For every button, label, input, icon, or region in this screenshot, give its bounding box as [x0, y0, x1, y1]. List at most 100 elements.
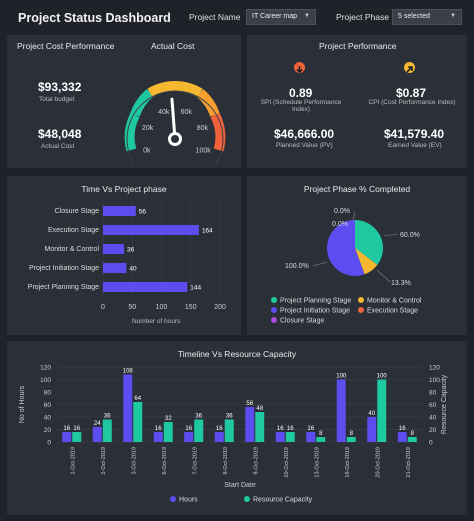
y-tick-label-right: 40: [429, 415, 437, 422]
x-tick-label: 10-Oct-2019: [284, 447, 290, 478]
pie-slice-label: 0.0%: [334, 208, 350, 215]
hours-bar: [306, 432, 316, 442]
legend-label: Project Planning Stage: [280, 298, 351, 305]
x-tick-label: 50: [128, 304, 136, 311]
bar-data-label: 8: [319, 431, 323, 437]
capacity-bar: [194, 419, 204, 442]
bar-data-label: 32: [165, 416, 172, 422]
total-budget-value: $93,332: [38, 80, 82, 94]
legend-swatch: [271, 307, 277, 313]
gauge-tick-label: 100k: [196, 147, 212, 154]
pie-chart-title: Project Phase % Completed: [303, 184, 411, 194]
chevron-down-icon: ▼: [450, 13, 456, 19]
bar-data-label: 24: [94, 421, 101, 427]
capacity-bar: [346, 437, 356, 442]
bar-data-label: 100: [336, 374, 347, 380]
gauge-tick-label: 80k: [197, 125, 209, 132]
x-tick-label: 7-Oct-2019: [192, 447, 198, 475]
phase-bar: [103, 225, 199, 235]
project-performance-panel: Project Performance 0.89 SPI (Schedule P…: [247, 35, 467, 168]
hours-bar: [92, 427, 102, 442]
timeline-vs-capacity-chart: 0 0 20 20 40 40 60 60 80 80 100 100 120 120 No of Hour…: [19, 365, 448, 504]
bar-data-label: 16: [216, 426, 223, 432]
bar-data-label: 64: [134, 396, 141, 402]
capacity-bar: [163, 422, 173, 442]
legend-label: Monitor & Control: [367, 298, 422, 305]
gauge-arc-green2: [130, 89, 154, 117]
category-label: Execution Stage: [48, 227, 99, 234]
bar-data-label: 56: [246, 401, 253, 407]
y-tick-label-left: 100: [40, 377, 51, 384]
time-vs-phase-chart: 0 50 100 150 200 Closure Stage 56 Execution Sta…: [28, 202, 226, 311]
performance-panel-title: Project Performance: [319, 41, 397, 51]
ev-value: $41,579.40: [384, 127, 445, 141]
x-tick-label: 16-Oct-2019: [345, 447, 351, 478]
capacity-bar: [72, 432, 82, 442]
hours-bar: [336, 379, 346, 442]
hours-bar: [184, 432, 194, 442]
actual-cost-title: Actual Cost: [151, 41, 195, 51]
bar-data-label: 8: [411, 431, 415, 437]
cpi-value: $0.87: [396, 86, 427, 100]
hours-bar: [245, 407, 255, 442]
capacity-bar: [224, 419, 234, 442]
bar-data-label: 40: [368, 411, 375, 417]
spi-label: SPI (Schedule Performance Index): [260, 99, 342, 113]
x-tick-label: 20-Oct-2019: [375, 447, 381, 478]
hours-bar: [367, 417, 377, 442]
gauge-tick-label: 40k: [158, 109, 170, 116]
bar-data-label: 108: [123, 369, 134, 375]
legend-swatch: [170, 496, 176, 502]
capacity-bar: [407, 437, 417, 442]
bar-data-label: 48: [256, 406, 263, 412]
hours-bar: [275, 432, 285, 442]
time-chart-xlabel: Number of hours: [132, 318, 181, 325]
pie-slice-label: 100.0%: [285, 263, 309, 270]
y-tick-label-left: 20: [44, 427, 52, 434]
phase-bar: [103, 282, 188, 292]
x-tick-label: 0: [101, 304, 105, 311]
gauge-tick-label: 60k: [181, 109, 193, 116]
x-tick-label: 6-Oct-2019: [162, 447, 168, 475]
category-label: Closure Stage: [55, 208, 99, 215]
capacity-bar: [285, 432, 295, 442]
cost-performance-panel: Project Cost Performance Actual Cost $93…: [7, 35, 241, 168]
y-tick-label-left: 80: [44, 390, 52, 397]
time-vs-phase-panel: Time Vs Project phase 0 50 100 150 200 Closur…: [7, 176, 241, 335]
time-chart-title: Time Vs Project phase: [81, 184, 167, 194]
bar-data-label: 16: [399, 426, 406, 432]
project-name-select[interactable]: IT Career map ▼: [246, 9, 316, 25]
project-phase-value: 5 selected: [398, 13, 430, 20]
x-tick-label: 100: [156, 304, 168, 311]
x-tick-label: 150: [185, 304, 197, 311]
pie-slice: [355, 248, 378, 275]
bar-data-label: 16: [155, 426, 162, 432]
legend-swatch: [358, 297, 364, 303]
hours-bar: [62, 432, 72, 442]
phase-bar: [103, 263, 127, 273]
capacity-bar: [133, 402, 143, 442]
bar-data-label: 144: [190, 285, 201, 292]
pie-slice: [327, 220, 365, 276]
project-phase-select[interactable]: 5 selected ▼: [392, 9, 462, 25]
bar-data-label: 164: [202, 228, 213, 235]
pie-slice: [355, 220, 383, 265]
legend-swatch: [271, 297, 277, 303]
y-axis-title-left: No of Hours: [19, 385, 26, 423]
y-tick-label-right: 20: [429, 427, 437, 434]
actual-cost-label: Actual Cost: [41, 143, 75, 150]
y-tick-label-right: 0: [429, 440, 433, 447]
x-tick-label: 13-Oct-2019: [314, 447, 320, 478]
total-budget-label: Total budget: [39, 96, 75, 103]
pie-slice-label: 60.0%: [400, 232, 420, 239]
bar-data-label: 8: [350, 431, 354, 437]
cost-panel-title: Project Cost Performance: [17, 41, 115, 51]
bar-data-label: 40: [129, 266, 137, 273]
phase-completed-pie: 0.0% 0.0% 60.0% 13.3% 100.0% Project Planning…: [271, 208, 422, 325]
timeline-chart-title: Timeline Vs Resource Capacity: [177, 349, 297, 359]
category-label: Project Planning Stage: [28, 284, 99, 291]
x-tick-label: 21-Oct-2019: [406, 447, 412, 478]
x-tick-label: 1-Oct-2019: [70, 447, 76, 475]
bar-data-label: 36: [127, 247, 135, 254]
capacity-bar: [377, 379, 387, 442]
